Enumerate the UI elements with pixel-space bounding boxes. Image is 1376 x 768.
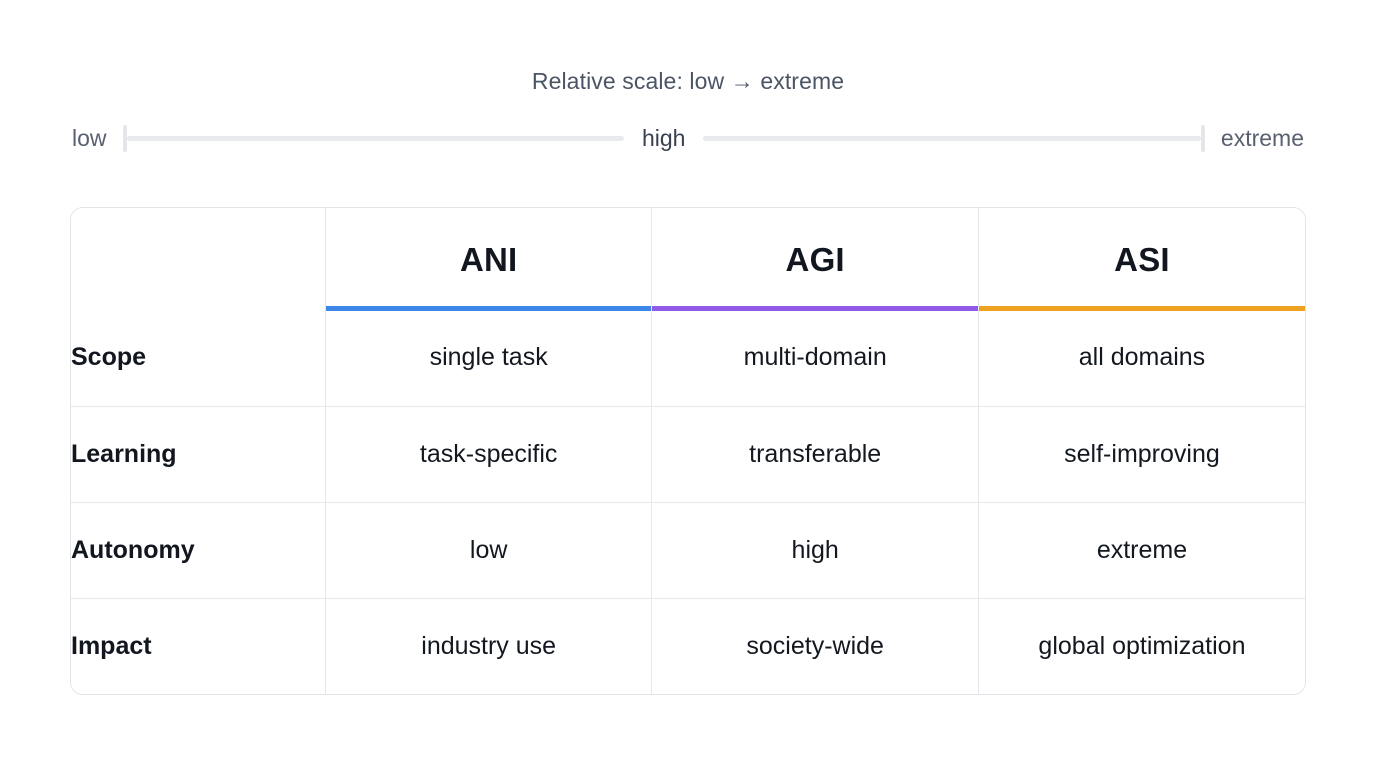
row-label-scope: Scope [71, 310, 326, 407]
scale-tick-start-icon [122, 124, 127, 152]
scale-caption: Relative scale: low → extreme [531, 68, 845, 94]
cell-impact-agi: society-wide [651, 598, 979, 694]
scale-line-low-to-high [126, 135, 624, 141]
column-accent-bar-asi [978, 306, 1305, 311]
column-accent-bar-agi [652, 306, 978, 311]
table-row: Autonomy low high extreme [71, 502, 1305, 599]
column-header-label: ANI [459, 240, 518, 278]
table-header: ANI AGI ASI [71, 208, 1305, 311]
column-header-label: AGI [785, 240, 845, 278]
table-body: Scope single task multi-domain all domai… [71, 310, 1305, 694]
row-label-learning: Learning [71, 406, 326, 503]
cell-scope-ani: single task [325, 310, 653, 407]
cell-autonomy-asi: extreme [978, 502, 1305, 599]
comparison-table: ANI AGI ASI Scope single task [71, 208, 1305, 694]
cell-autonomy-agi: high [651, 502, 979, 599]
scale-label-extreme: extreme [1220, 124, 1304, 151]
cell-impact-ani: industry use [325, 598, 653, 694]
column-header-agi: AGI [651, 208, 979, 311]
column-header-asi: ASI [978, 208, 1305, 311]
cell-impact-asi: global optimization [978, 598, 1305, 694]
scale-label-high: high [641, 124, 686, 151]
scale-label-low: low [72, 124, 107, 151]
cell-autonomy-ani: low [325, 502, 653, 599]
row-label-impact: Impact [71, 598, 326, 694]
relative-scale-bar: low high extreme [72, 120, 1304, 156]
cell-learning-agi: transferable [651, 406, 979, 503]
table-row: Learning task-specific transferable self… [71, 406, 1305, 503]
comparison-table-container: ANI AGI ASI Scope single task [70, 207, 1306, 695]
column-accent-bar-ani [325, 306, 652, 311]
scale-line-high-to-extreme [703, 135, 1201, 141]
column-header-label: ASI [1114, 240, 1170, 278]
cell-learning-asi: self-improving [978, 406, 1305, 503]
row-label-autonomy: Autonomy [71, 502, 326, 599]
cell-scope-asi: all domains [978, 310, 1305, 407]
column-header-ani: ANI [325, 208, 653, 311]
cell-learning-ani: task-specific [325, 406, 653, 503]
table-row: Scope single task multi-domain all domai… [71, 310, 1305, 407]
scale-tick-end-icon [1200, 124, 1205, 152]
table-row: Impact industry use society-wide global … [71, 598, 1305, 694]
table-header-row: ANI AGI ASI [71, 208, 1305, 311]
cell-scope-agi: multi-domain [651, 310, 979, 407]
table-corner-cell [71, 208, 326, 310]
